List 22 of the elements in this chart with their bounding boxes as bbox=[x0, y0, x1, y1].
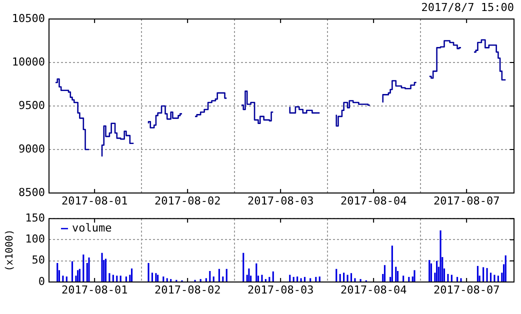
x-tick-label: 2017-08-03 bbox=[247, 283, 314, 296]
x-tick-label: 2017-08-04 bbox=[340, 283, 408, 296]
x-tick-label: 2017-08-02 bbox=[154, 283, 221, 296]
y-tick-label: 100 bbox=[25, 232, 45, 246]
y-tick-label: 9500 bbox=[18, 98, 45, 112]
x-tick-label: 2017-08-07 bbox=[433, 194, 500, 208]
x-tick-label: 2017-08-01 bbox=[61, 283, 128, 296]
x-tick-label: 2017-08-07 bbox=[433, 283, 500, 296]
x-tick-label: 2017-08-02 bbox=[154, 194, 221, 208]
y-axis-title: (x1000) bbox=[4, 229, 16, 272]
x-tick-label: 2017-08-04 bbox=[340, 194, 408, 208]
x-tick-label: 2017-08-01 bbox=[61, 194, 128, 208]
y-tick-label: 8500 bbox=[18, 186, 45, 199]
text: 2017/8/7 15:00 bbox=[421, 1, 514, 14]
x-tick-label: 2017-08-03 bbox=[247, 194, 314, 208]
y-tick-label: 10000 bbox=[12, 55, 45, 68]
y-tick-label: 10500 bbox=[12, 12, 45, 25]
y-tick-label: 150 bbox=[25, 211, 45, 224]
y-tick-label: 50 bbox=[32, 254, 45, 267]
legend-label: volume bbox=[72, 221, 112, 234]
y-tick-label: 9000 bbox=[18, 142, 45, 156]
y-tick-label: 0 bbox=[38, 274, 45, 288]
